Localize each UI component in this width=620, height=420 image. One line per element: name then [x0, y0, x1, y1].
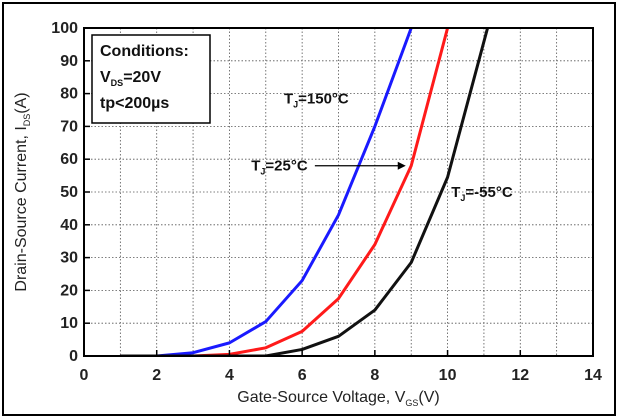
x-tick-label: 12 — [511, 367, 529, 384]
x-tick-label: 4 — [225, 367, 234, 384]
annotation-arrowhead-tj-25 — [397, 161, 406, 170]
y-tick-label: 80 — [60, 86, 78, 103]
x-tick-label: 2 — [152, 367, 161, 384]
conditions-title: Conditions: — [100, 43, 189, 60]
x-tick-label: 8 — [370, 367, 379, 384]
series-layer — [120, 28, 490, 356]
y-axis-title: Drain-Source Current, IDS(A) — [13, 92, 32, 291]
annotation-tj-25: TJ=25°C — [251, 158, 308, 177]
conditions-vds: VDS=20V — [100, 69, 161, 88]
y-tick-label: 70 — [60, 118, 78, 135]
annotation-tj-minus55: TJ=-55°C — [451, 184, 513, 203]
y-tick-label: 90 — [60, 53, 78, 70]
series-line-1 — [120, 28, 450, 356]
x-tick-label: 0 — [80, 367, 89, 384]
ticks: 0 2 4 6 8 10 12 14 0 10 20 30 40 50 60 70 80 90 100 — [51, 20, 602, 384]
x-tick-label: 14 — [584, 367, 602, 384]
y-tick-label: 30 — [60, 250, 78, 267]
y-tick-label: 60 — [60, 151, 78, 168]
series-line-2 — [120, 28, 490, 356]
x-tick-label: 6 — [298, 367, 307, 384]
y-tick-label: 100 — [51, 20, 78, 37]
chart-svg: 0 2 4 6 8 10 12 14 0 10 20 30 40 50 60 70 80 90 100 Gate-S… — [13, 20, 602, 408]
y-tick-label: 20 — [60, 282, 78, 299]
y-tick-label: 0 — [69, 348, 78, 365]
annotation-tj-150: TJ=150°C — [284, 90, 349, 109]
y-tick-label: 40 — [60, 217, 78, 234]
x-tick-label: 10 — [439, 367, 457, 384]
conditions-tp: tp<200µs — [100, 95, 169, 112]
y-tick-label: 10 — [60, 315, 78, 332]
y-tick-label: 50 — [60, 184, 78, 201]
conditions-box: Conditions: VDS=20V tp<200µs — [91, 34, 211, 124]
chart-frame: 0 2 4 6 8 10 12 14 0 10 20 30 40 50 60 70 80 90 100 Gate-S… — [2, 2, 616, 416]
x-axis-title: Gate-Source Voltage, VGS(V) — [237, 389, 439, 408]
